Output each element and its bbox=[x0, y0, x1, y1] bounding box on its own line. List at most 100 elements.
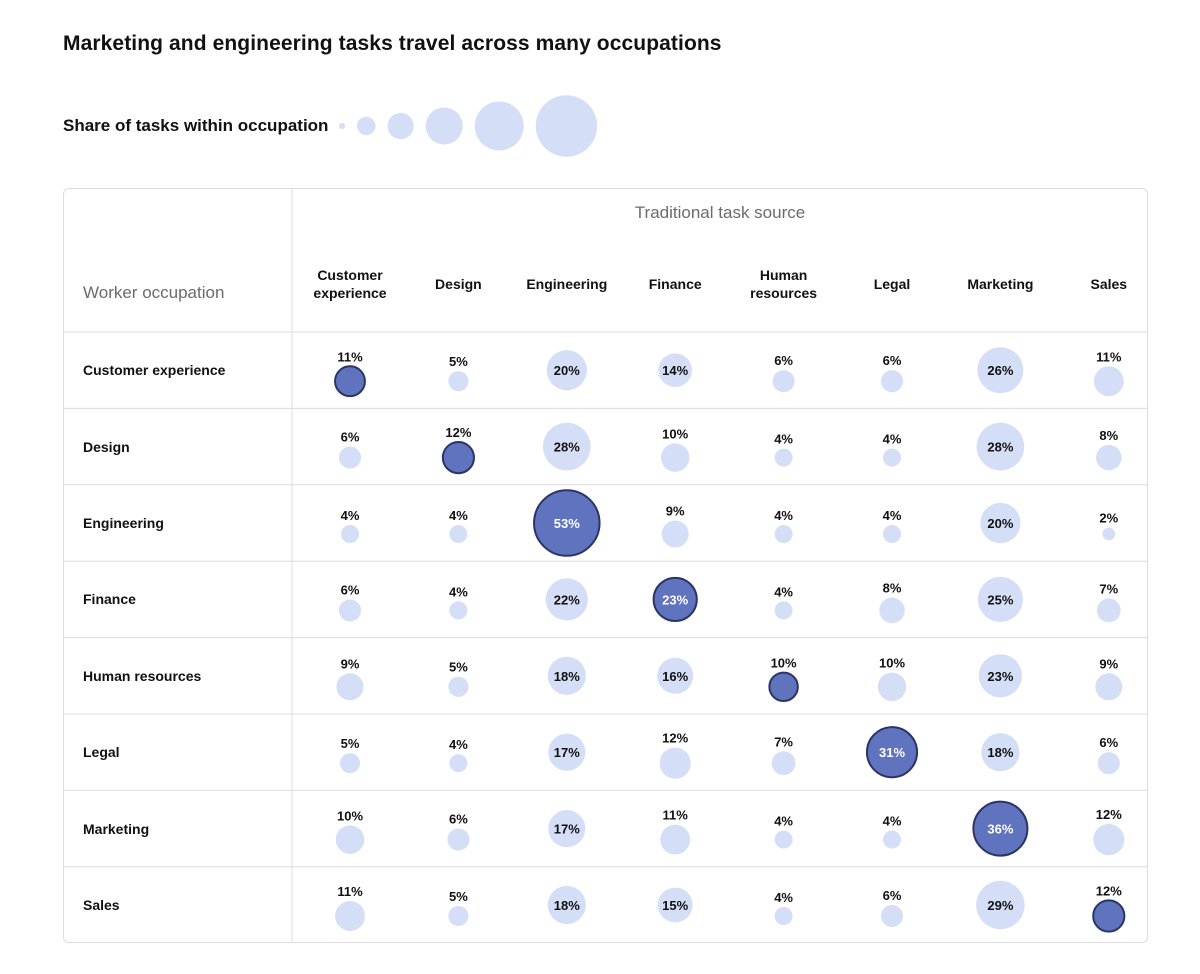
bubble-value-label: 4% bbox=[774, 890, 793, 905]
bubble bbox=[548, 810, 586, 848]
bubble bbox=[980, 502, 1021, 544]
bubble-value-label: 29% bbox=[987, 898, 1013, 913]
column-header-line: Engineering bbox=[526, 276, 608, 292]
bubble bbox=[336, 673, 364, 701]
size-legend bbox=[339, 95, 598, 157]
bubble bbox=[449, 601, 468, 620]
row-label: Sales bbox=[83, 897, 120, 913]
bubble-value-label: 12% bbox=[1096, 883, 1122, 898]
bubble bbox=[772, 370, 795, 393]
bubble-value-label: 12% bbox=[445, 425, 471, 440]
bubble-value-label: 11% bbox=[1096, 349, 1122, 364]
legend-bubble-3 bbox=[387, 112, 414, 140]
bubble bbox=[877, 672, 907, 702]
column-header: Design bbox=[404, 275, 512, 293]
bubble-value-label: 4% bbox=[883, 508, 902, 523]
bubble-value-label: 8% bbox=[883, 581, 902, 596]
bubble-value-label: 14% bbox=[662, 363, 688, 378]
bubble-value-label: 6% bbox=[774, 353, 793, 368]
bubble-diagonal bbox=[441, 441, 475, 475]
bubble bbox=[657, 887, 693, 923]
bubble-value-label: 23% bbox=[662, 592, 688, 607]
bubble bbox=[879, 597, 905, 624]
bubble-value-label: 4% bbox=[774, 584, 793, 599]
column-header: Human resources bbox=[730, 266, 838, 302]
bubble-value-label: 5% bbox=[341, 736, 360, 751]
bubble-value-label: 4% bbox=[774, 508, 793, 523]
bubble bbox=[448, 905, 469, 927]
row-label: Human resources bbox=[83, 667, 202, 684]
bubble-diagonal bbox=[334, 365, 366, 398]
bubble bbox=[976, 880, 1025, 930]
bubble bbox=[880, 370, 904, 393]
column-header-line: Legal bbox=[873, 276, 911, 292]
bubble-value-label: 4% bbox=[774, 432, 793, 447]
bubble bbox=[338, 599, 362, 622]
row-label: Marketing bbox=[83, 820, 150, 837]
bubble bbox=[660, 824, 691, 855]
bubble bbox=[1093, 366, 1124, 397]
row-label: Design bbox=[83, 438, 130, 455]
bubble-value-label: 22% bbox=[554, 592, 580, 607]
bubble bbox=[341, 525, 359, 543]
row-axis-title: Worker occupation bbox=[83, 283, 225, 302]
legend-bubble-6 bbox=[535, 95, 598, 157]
bubble bbox=[1095, 673, 1123, 701]
bubble-value-label: 5% bbox=[449, 354, 468, 369]
column-header: Legal bbox=[838, 275, 946, 293]
bubble-value-label: 36% bbox=[987, 822, 1013, 837]
bubble bbox=[545, 578, 588, 621]
bubble-value-label: 17% bbox=[554, 822, 580, 837]
bubble bbox=[1096, 598, 1121, 623]
bubble bbox=[981, 733, 1020, 772]
bubble-value-label: 4% bbox=[449, 584, 468, 599]
bubble-value-label: 26% bbox=[987, 363, 1013, 378]
column-header-line: experience bbox=[313, 285, 387, 301]
bubble-value-label: 20% bbox=[987, 516, 1013, 531]
bubble-value-label: 18% bbox=[987, 745, 1013, 760]
bubble-value-label: 12% bbox=[662, 731, 688, 746]
bubble-value-label: 10% bbox=[662, 426, 688, 441]
bubble-value-label: 18% bbox=[554, 669, 580, 684]
bubble bbox=[1096, 444, 1122, 471]
bubble-value-label: 11% bbox=[337, 884, 363, 899]
bubble bbox=[774, 525, 793, 543]
column-header: Finance bbox=[621, 275, 729, 293]
bubble bbox=[542, 422, 591, 471]
bubble-value-label: 9% bbox=[341, 656, 360, 671]
bubble bbox=[661, 520, 689, 548]
bubble-value-label: 6% bbox=[449, 812, 468, 827]
bubble bbox=[774, 601, 793, 620]
bubble-diagonal bbox=[652, 576, 698, 622]
row-label: Legal bbox=[83, 744, 120, 761]
column-header-line: Sales bbox=[1090, 276, 1128, 292]
row-label: Finance bbox=[83, 591, 136, 608]
bubble-diagonal bbox=[972, 800, 1029, 857]
bubble bbox=[1097, 752, 1120, 775]
bubble-value-label: 2% bbox=[1099, 511, 1118, 526]
column-header: Customer experience bbox=[296, 266, 404, 302]
column-header: Sales bbox=[1055, 275, 1147, 293]
bubble-value-label: 20% bbox=[554, 363, 580, 378]
legend-label: Share of tasks within occupation bbox=[63, 116, 329, 135]
bubble-value-label: 17% bbox=[554, 745, 580, 760]
bubble-value-label: 6% bbox=[341, 582, 360, 597]
bubble-value-label: 18% bbox=[554, 898, 580, 913]
bubble bbox=[1102, 527, 1116, 541]
bubble bbox=[335, 901, 365, 931]
bubble bbox=[774, 907, 793, 925]
bubble-diagonal bbox=[1092, 899, 1126, 933]
bubble-value-label: 8% bbox=[1099, 428, 1118, 443]
bubble-value-label: 6% bbox=[883, 888, 902, 903]
column-header-line: resources bbox=[750, 285, 818, 301]
column-header-line: Customer bbox=[317, 267, 383, 283]
bubble bbox=[883, 830, 901, 849]
row-label: Engineering bbox=[83, 515, 164, 531]
bubble bbox=[338, 446, 362, 469]
bubble-value-label: 10% bbox=[771, 656, 797, 671]
bubble-value-label: 9% bbox=[666, 504, 685, 519]
bubble-value-label: 5% bbox=[449, 889, 468, 904]
bubble-value-label: 4% bbox=[883, 814, 902, 829]
bubble-value-label: 4% bbox=[774, 814, 793, 829]
bubble-value-label: 11% bbox=[663, 808, 689, 823]
